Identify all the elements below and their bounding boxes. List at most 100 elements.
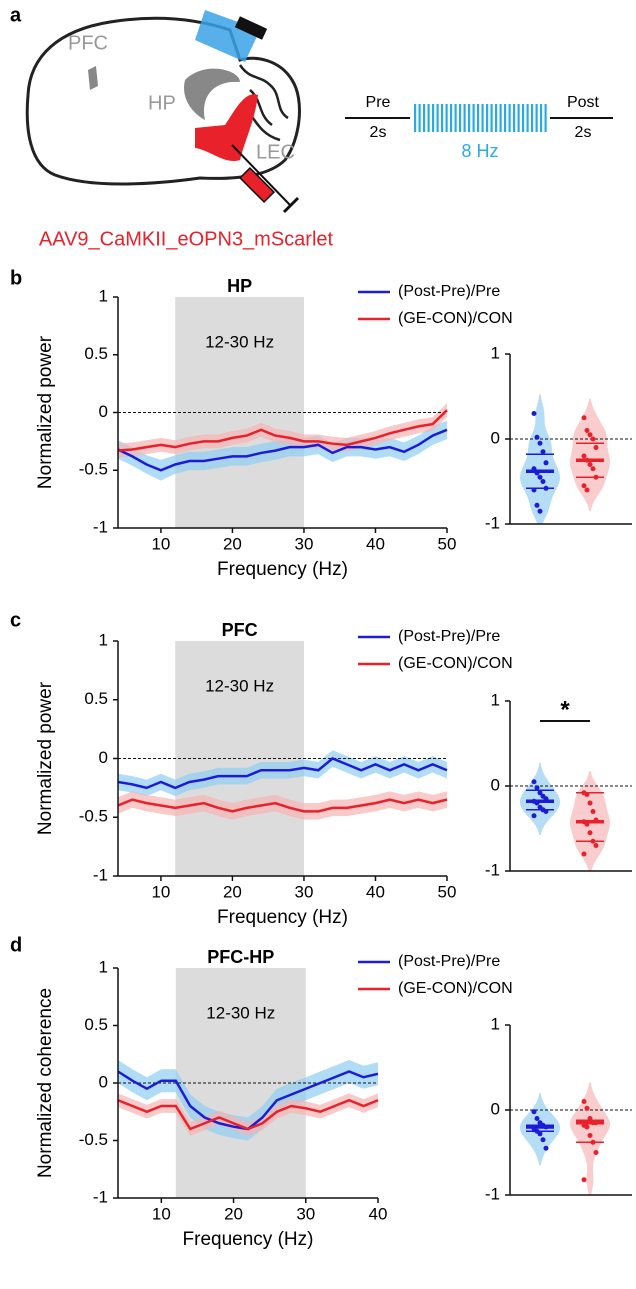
y-tick-label: 0.5 — [84, 1015, 108, 1034]
legend-label: (GE-CON)/CON — [398, 310, 513, 327]
data-point — [587, 432, 593, 438]
panel-label: d — [10, 934, 22, 956]
x-tick-label: 50 — [438, 534, 457, 553]
data-point — [581, 1099, 587, 1104]
data-point — [581, 415, 587, 421]
data-point — [543, 1124, 549, 1130]
data-point — [531, 1109, 537, 1115]
data-point — [534, 434, 540, 440]
y-axis-label: Normalized power — [35, 681, 56, 835]
data-point — [540, 449, 546, 455]
data-point — [590, 1139, 596, 1145]
legend-label: (GE-CON)/CON — [398, 655, 513, 672]
post-duration: 2s — [575, 124, 592, 141]
data-point — [534, 785, 540, 791]
line — [117, 428, 448, 472]
x-axis-label: Frequency (Hz) — [217, 559, 348, 580]
y-tick-label: -1 — [93, 1187, 108, 1206]
y-tick-label: 1 — [99, 286, 108, 305]
post-label: Post — [567, 94, 600, 111]
x-tick-label: 40 — [366, 882, 385, 901]
highlight-label: 12-30 Hz — [205, 332, 274, 351]
data-point — [584, 792, 590, 797]
data-point — [543, 485, 549, 491]
data-point — [537, 1131, 543, 1137]
y-axis-label: Normalized coherence — [35, 988, 56, 1178]
data-point — [587, 1133, 593, 1138]
y-tick-label: 0 — [491, 1099, 500, 1118]
plunger — [282, 196, 300, 214]
y-tick-label: -1 — [93, 517, 108, 536]
data-point — [590, 466, 596, 472]
y-tick-label: -0.5 — [79, 460, 108, 479]
panel-label: a — [10, 4, 22, 26]
y-tick-label: -1 — [93, 865, 108, 884]
data-point — [590, 838, 596, 844]
region-label: HP — [148, 92, 176, 114]
virus-label: AAV9_CaMKII_eOPN3_mScarlet — [39, 228, 334, 250]
data-point — [593, 817, 599, 823]
data-point — [593, 843, 599, 848]
violin — [520, 762, 560, 835]
data-point — [540, 1137, 546, 1143]
y-tick-label: -0.5 — [79, 807, 108, 826]
violin — [520, 394, 560, 524]
data-point — [581, 851, 587, 857]
light-fiber — [234, 16, 268, 40]
y-tick-label: 1 — [491, 343, 500, 362]
stim-label: 8 Hz — [461, 141, 498, 161]
data-point — [531, 411, 537, 416]
y-tick-label: 1 — [99, 957, 108, 976]
data-point — [587, 800, 593, 806]
data-point — [537, 474, 543, 480]
x-tick-label: 20 — [224, 1204, 243, 1223]
pre-label: Pre — [366, 94, 391, 111]
violin — [570, 1082, 610, 1195]
lec-region — [195, 94, 258, 162]
needle — [231, 144, 291, 206]
x-tick-label: 10 — [151, 534, 170, 553]
pfc-region — [88, 66, 98, 90]
data-point — [543, 1145, 549, 1151]
error-band — [118, 403, 447, 458]
x-tick-label: 30 — [294, 882, 313, 901]
data-point — [581, 483, 587, 489]
light-cone — [195, 10, 260, 62]
chart-title: PFC — [222, 620, 258, 640]
data-point — [581, 453, 587, 459]
data-point — [590, 436, 596, 442]
data-point — [593, 1120, 599, 1126]
data-point — [584, 1124, 590, 1130]
x-axis-label: Frequency (Hz) — [183, 1229, 314, 1250]
y-tick-label: 0 — [99, 1072, 108, 1091]
data-point — [531, 466, 537, 472]
brain-schematic: PFC HP LEC AAV9_CaMKII_eOPN3_mScarlet — [25, 10, 334, 250]
data-point — [584, 428, 590, 433]
x-tick-label: 40 — [369, 1204, 388, 1223]
stimulus-train — [412, 104, 548, 132]
x-axis-label: Frequency (Hz) — [217, 907, 348, 928]
legend-label: (Post-Pre)/Pre — [398, 283, 500, 300]
legend-label: (GE-CON)/CON — [398, 980, 513, 997]
error-band — [118, 420, 447, 481]
y-tick-label: 1 — [491, 690, 500, 709]
region-label: LEC — [256, 141, 295, 163]
data-point — [534, 502, 540, 508]
x-tick-label: 10 — [152, 1204, 171, 1223]
data-point — [584, 1105, 590, 1111]
data-point — [537, 508, 543, 514]
protocol: Pre 2s 8 Hz Post 2s — [345, 94, 613, 161]
y-tick-label: 1 — [491, 1014, 500, 1033]
y-tick-label: 0.5 — [84, 689, 108, 708]
error-band — [118, 750, 447, 797]
data-point — [531, 813, 537, 819]
x-tick-label: 30 — [294, 534, 313, 553]
data-point — [593, 474, 599, 480]
y-tick-label: 0 — [99, 748, 108, 767]
y-tick-label: 1 — [99, 630, 108, 649]
y-tick-label: 0.5 — [84, 344, 108, 363]
line — [117, 409, 448, 452]
y-tick-label: 0 — [99, 402, 108, 421]
legend-label: (Post-Pre)/Pre — [398, 953, 500, 970]
data-point — [540, 479, 546, 484]
